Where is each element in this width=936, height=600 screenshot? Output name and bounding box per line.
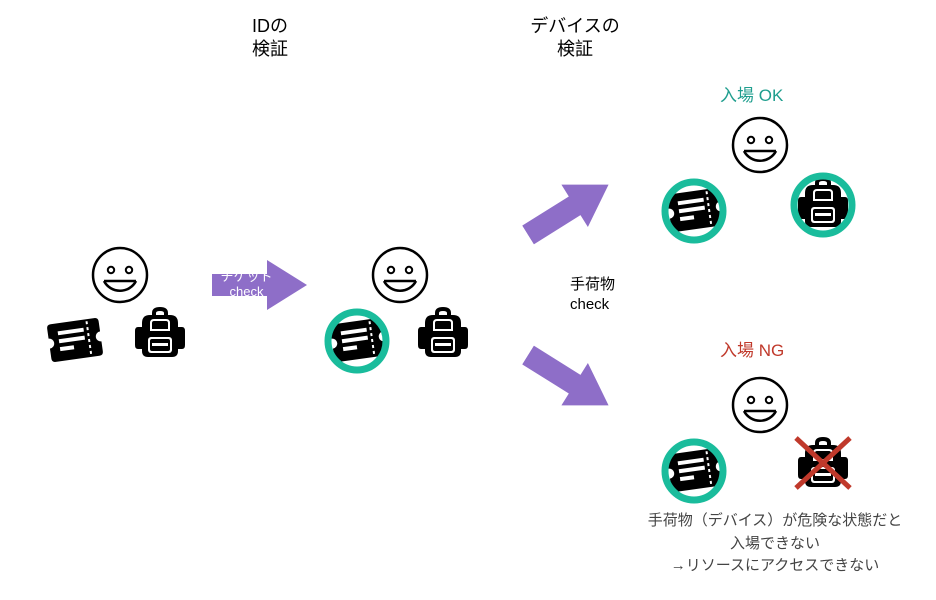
circle-ok-icon bbox=[322, 306, 392, 376]
heading-device-verify: デバイスの 検証 bbox=[500, 15, 650, 62]
circle-ok-icon bbox=[659, 436, 729, 506]
face-icon bbox=[730, 115, 790, 175]
circle-ok-icon bbox=[659, 176, 729, 246]
ticket-icon bbox=[42, 311, 108, 369]
arrow-icon bbox=[212, 260, 307, 310]
face-icon bbox=[90, 245, 150, 305]
arrow-icon bbox=[515, 163, 622, 256]
status-ng-label: 入場 NG bbox=[720, 340, 784, 362]
arrow-icon bbox=[515, 334, 622, 427]
heading-id-verify: IDの 検証 bbox=[210, 15, 330, 62]
caption-text: 手荷物（デバイス）が危険な状態だと 入場できない →リソースにアクセスできない bbox=[620, 510, 930, 578]
x-mark-icon bbox=[790, 432, 856, 494]
status-ok-label: 入場 OK bbox=[720, 85, 783, 107]
face-icon bbox=[730, 375, 790, 435]
face-icon bbox=[370, 245, 430, 305]
circle-ok-icon bbox=[788, 170, 858, 240]
backpack-icon bbox=[413, 305, 473, 361]
backpack-icon bbox=[130, 305, 190, 361]
baggage-check-label: 手荷物 check bbox=[570, 275, 615, 314]
